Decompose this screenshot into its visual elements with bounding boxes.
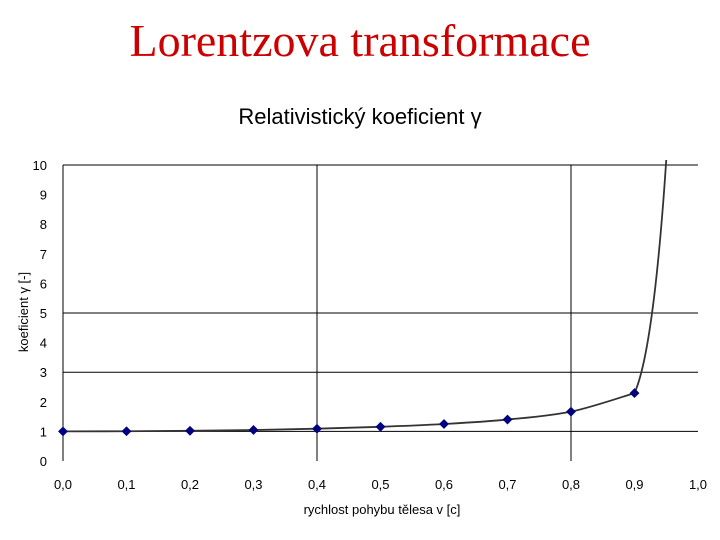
data-point <box>566 406 576 417</box>
y-tick-label: 5 <box>40 306 47 321</box>
y-tick-label: 7 <box>40 247 47 262</box>
marker-layer <box>58 388 640 437</box>
x-tick-label: 0,1 <box>117 477 135 492</box>
x-tick-label: 0,6 <box>435 477 453 492</box>
slide-title: Lorentzova transformace <box>129 15 591 66</box>
axes-layer <box>62 164 698 461</box>
tick-layer: 0 1 2 3 4 5 6 7 8 9 10 0,0 0,1 0,2 0,3 0,4 0,5 0,6 0,7 0,8 0… <box>33 158 708 492</box>
x-tick-label: 1,0 <box>689 477 707 492</box>
x-axis-label: rychlost pohybu tělesa v [c] <box>304 502 461 517</box>
x-tick-label: 0,8 <box>562 477 580 492</box>
y-axis-label: koeficient γ [-] <box>16 272 31 352</box>
data-point <box>248 425 259 435</box>
x-tick-label: 0,5 <box>371 477 389 492</box>
data-point <box>629 388 640 399</box>
x-tick-label: 0,2 <box>181 477 199 492</box>
y-tick-label: 10 <box>33 158 47 173</box>
data-point <box>375 421 386 432</box>
data-point <box>312 423 322 434</box>
curve-layer <box>62 159 668 433</box>
data-point <box>121 426 132 437</box>
x-tick-label: 0,0 <box>54 477 72 492</box>
data-point <box>439 419 449 429</box>
data-point <box>502 414 513 425</box>
chart-title: Relativistický koeficient γ <box>238 104 481 129</box>
series-curve <box>62 159 668 433</box>
data-point <box>185 425 195 436</box>
y-tick-label: 0 <box>40 454 47 469</box>
y-tick-label: 4 <box>40 336 47 351</box>
x-tick-label: 0,7 <box>498 477 516 492</box>
x-tick-label: 0,9 <box>625 477 643 492</box>
y-tick-label: 9 <box>40 188 47 203</box>
x-tick-label: 0,4 <box>308 477 326 492</box>
data-point <box>58 426 68 437</box>
y-tick-label: 8 <box>40 217 47 232</box>
y-tick-label: 2 <box>40 395 47 410</box>
y-tick-label: 6 <box>40 276 47 291</box>
x-tick-label: 0,3 <box>244 477 262 492</box>
y-tick-label: 1 <box>40 424 47 439</box>
grid-layer <box>63 165 698 461</box>
y-tick-label: 3 <box>40 365 47 380</box>
